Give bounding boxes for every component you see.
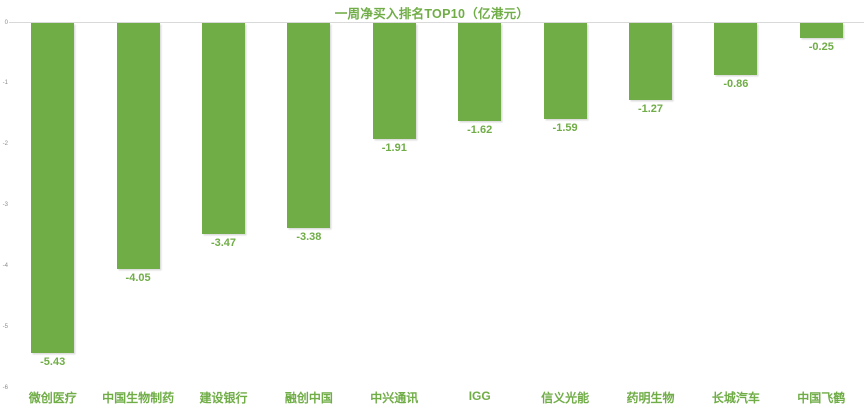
- category-label: IGG: [468, 389, 491, 403]
- bar: [116, 22, 160, 270]
- category-label: 信义光能: [541, 391, 590, 405]
- value-label: -4.05: [125, 272, 151, 285]
- bar: [799, 22, 843, 38]
- value-label: -1.62: [467, 124, 493, 137]
- y-tick-label: 0: [4, 19, 8, 26]
- category-label: 微创医疗: [28, 391, 77, 405]
- bar: [629, 22, 672, 100]
- bar: [31, 22, 75, 354]
- chart-title: 一周净买入排名TOP10（亿港元）: [334, 7, 530, 21]
- value-label: -1.27: [637, 102, 664, 115]
- bar: [714, 22, 758, 75]
- value-label: -5.43: [40, 356, 66, 369]
- bar: [202, 22, 245, 234]
- category-label: 中国飞鹤: [797, 391, 846, 405]
- category-label: 中兴通讯: [370, 391, 419, 405]
- category-label: 中国生物制药: [102, 391, 175, 405]
- category-label: 长城汽车: [711, 391, 760, 405]
- y-tick-label: -3: [2, 202, 8, 209]
- zero-axis-line: [9, 22, 864, 23]
- value-label: -3.47: [210, 236, 237, 249]
- category-label: 建设银行: [199, 391, 248, 405]
- bar: [372, 22, 416, 139]
- y-tick-label: -6: [2, 385, 8, 391]
- value-label: -3.38: [296, 231, 322, 244]
- value-label: -1.91: [381, 141, 407, 154]
- value-label: -0.25: [808, 40, 834, 53]
- category-label: 融创中国: [284, 391, 333, 405]
- bar: [458, 22, 502, 122]
- y-tick-label: -4: [2, 263, 8, 270]
- bar: [543, 22, 587, 120]
- value-label: -0.86: [723, 77, 749, 90]
- y-tick-label: -1: [2, 80, 8, 87]
- y-tick-label: -5: [2, 324, 8, 331]
- y-tick-label: -2: [2, 141, 8, 148]
- bar: [287, 22, 331, 229]
- category-label: 药明生物: [626, 391, 675, 405]
- value-label: -1.59: [552, 122, 578, 135]
